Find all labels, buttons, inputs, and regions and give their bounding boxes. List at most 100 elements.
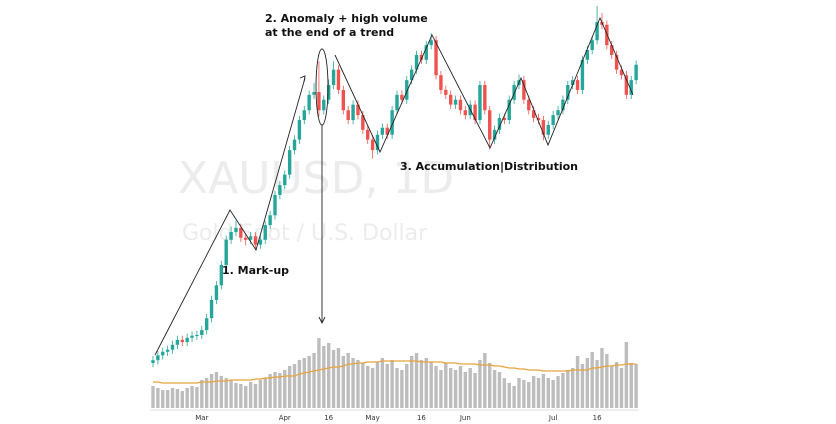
- volume-bar: [483, 353, 487, 408]
- candle-body: [195, 334, 199, 336]
- volume-bar: [185, 388, 189, 408]
- candle-body: [375, 134, 380, 151]
- volume-bar: [283, 370, 287, 408]
- watermark-subtitle: Gold Spot / U.S. Dollar: [182, 221, 428, 246]
- candle-body: [151, 360, 155, 363]
- candle-body: [488, 110, 492, 140]
- annotation: 2. Anomaly + high volume: [265, 12, 428, 25]
- volume-bar: [253, 384, 258, 408]
- candle-body: [175, 339, 180, 345]
- volume-bar: [239, 384, 243, 408]
- volume-bar: [614, 362, 619, 408]
- candle-body: [541, 120, 546, 135]
- volume-bar: [619, 368, 624, 408]
- candle-body: [297, 120, 302, 140]
- candle-body: [409, 69, 414, 81]
- volume-bar: [478, 360, 482, 408]
- volume-bar: [580, 364, 585, 408]
- volume-bar: [214, 372, 219, 408]
- volume-bar: [370, 368, 375, 408]
- volume-bar: [204, 378, 209, 408]
- candle-body: [312, 92, 316, 95]
- volume-bar: [287, 366, 292, 408]
- volume-bar: [273, 372, 277, 408]
- volume-bar: [209, 374, 214, 408]
- volume-bar: [590, 352, 594, 408]
- volume-bar: [600, 348, 604, 408]
- candle-body: [512, 85, 516, 100]
- watermark-title: XAUUSD, 1D: [178, 153, 454, 204]
- volume-bar: [561, 373, 565, 408]
- volume-bar: [224, 378, 228, 408]
- volume-bar: [292, 364, 297, 408]
- volume-bar: [302, 358, 306, 408]
- volume-bar: [414, 353, 419, 408]
- volume-bar: [429, 362, 433, 408]
- candle-body: [463, 110, 468, 116]
- candle-body: [497, 117, 502, 130]
- volume-bar: [512, 386, 516, 408]
- candle-body: [351, 104, 355, 121]
- volume-bar: [492, 370, 497, 408]
- candle-body: [619, 69, 624, 76]
- x-tick-label: Jun: [459, 414, 471, 422]
- volume-bar: [346, 353, 350, 408]
- volume-bar: [566, 370, 570, 408]
- candle-body: [478, 85, 482, 121]
- candle-body: [614, 54, 619, 70]
- volume-bar: [170, 388, 175, 408]
- candle-body: [224, 239, 228, 265]
- candle-body: [458, 99, 463, 111]
- volume-bar: [444, 363, 448, 408]
- x-tick-label: Apr: [279, 414, 291, 422]
- volume-bar: [463, 372, 468, 408]
- annotation-lines: [154, 16, 634, 356]
- candle-body: [551, 115, 555, 125]
- volume-bar: [195, 387, 199, 408]
- volume-bar: [419, 360, 424, 408]
- candle-body: [610, 45, 614, 55]
- candle-body: [546, 124, 550, 135]
- volume-bar: [546, 378, 550, 408]
- x-tick-label: 16: [324, 414, 333, 422]
- candle-body: [434, 40, 438, 76]
- candle-body: [492, 129, 497, 140]
- highlight-ellipse: [315, 48, 329, 126]
- volume-bar: [331, 350, 336, 408]
- x-tick-label: Mar: [195, 414, 208, 422]
- volume-bar: [248, 382, 253, 408]
- candle-body: [263, 225, 267, 240]
- volume-bar: [151, 386, 155, 408]
- volume-bar: [409, 356, 414, 408]
- volume-bar: [453, 370, 458, 408]
- volume-bar: [307, 356, 311, 408]
- candle-body: [448, 94, 453, 105]
- annotation: at the end of a trend: [265, 26, 394, 39]
- volume-bar: [595, 360, 599, 408]
- candle-body: [522, 80, 526, 100]
- candle-body: [561, 99, 565, 111]
- volume-bar: [278, 373, 282, 408]
- candle-body: [595, 22, 599, 41]
- candle-body: [229, 232, 233, 240]
- candle-body: [429, 40, 433, 46]
- candle-body: [624, 75, 629, 95]
- candle-body: [180, 339, 184, 342]
- volume-bar: [234, 383, 238, 408]
- volume-bar: [610, 366, 614, 408]
- candle-body: [424, 45, 428, 60]
- candle-body: [444, 89, 448, 95]
- candle-body: [273, 194, 277, 216]
- candle-body: [287, 150, 292, 175]
- volume-bar: [229, 380, 233, 408]
- candle-body: [585, 50, 590, 60]
- candle-body: [292, 139, 297, 151]
- volume-bar: [244, 386, 248, 408]
- candle-body: [366, 129, 370, 140]
- candle-body: [556, 110, 560, 116]
- volume-bar: [165, 390, 170, 408]
- volume-bar: [497, 372, 502, 408]
- volume-bar: [175, 389, 180, 408]
- volume-bar: [375, 362, 380, 408]
- volume-bar: [361, 363, 365, 408]
